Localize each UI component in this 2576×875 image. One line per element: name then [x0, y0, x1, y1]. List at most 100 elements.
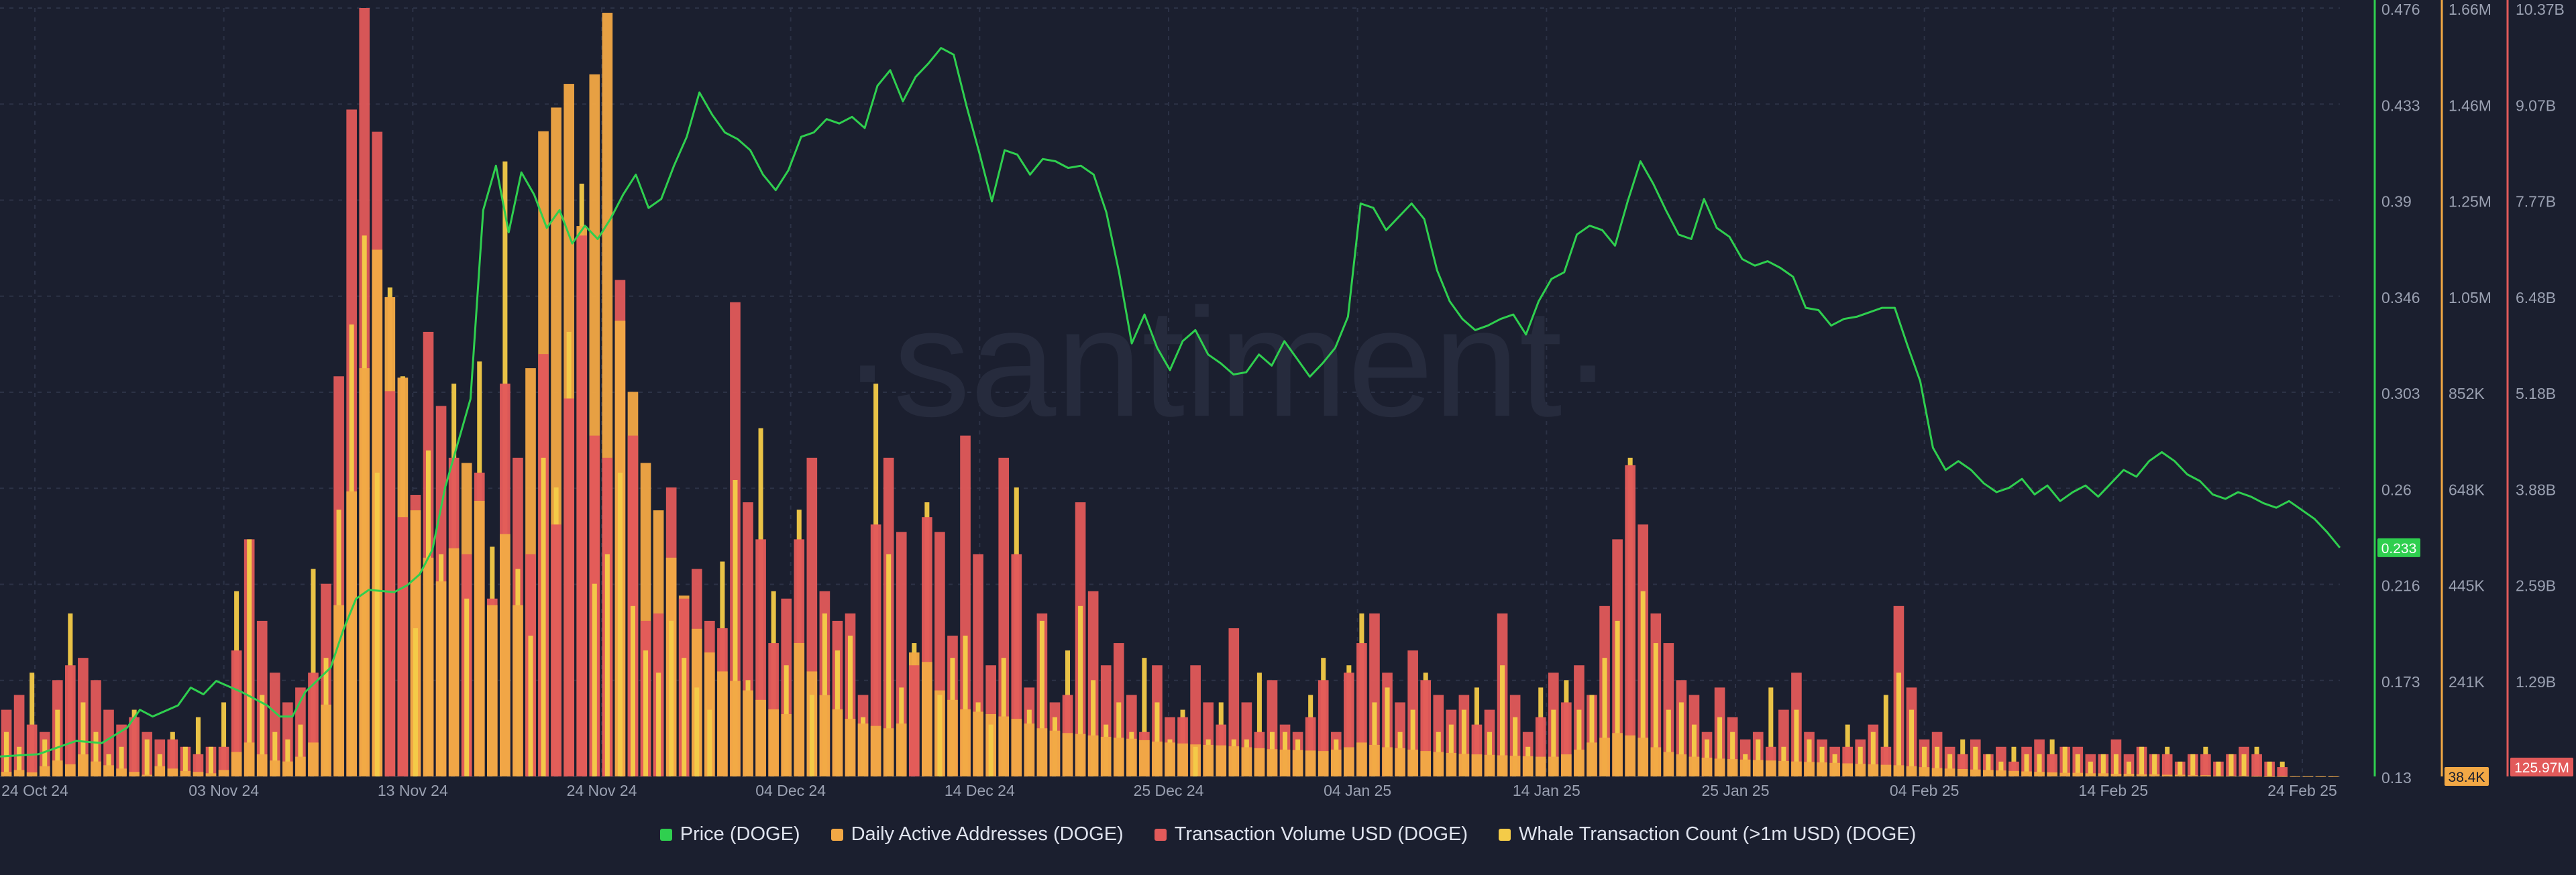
bar-whale	[2241, 754, 2247, 776]
bar-daa	[998, 716, 1010, 776]
daa-axis-tick-label: 1.05M	[2449, 289, 2491, 306]
bar-daa	[1996, 770, 2006, 776]
bar-daa	[2047, 772, 2057, 776]
bar-whale	[1819, 746, 1825, 776]
price-axis-tick-label: 0.26	[2381, 481, 2412, 498]
bar-whale	[1870, 732, 1876, 776]
bar-daa	[1177, 743, 1188, 776]
bar-daa	[1484, 754, 1495, 776]
bar-whale	[604, 554, 610, 776]
bar-daa	[1638, 738, 1649, 776]
watermark-text: ·santiment·	[842, 276, 1613, 449]
bar-daa	[1216, 745, 1227, 776]
bar-daa	[1778, 760, 1789, 776]
bar-whale	[4, 732, 9, 776]
bar-daa	[896, 723, 907, 776]
legend-item-whale[interactable]: Whale Transaction Count (>1m USD) (DOGE)	[1499, 823, 1916, 845]
bar-whale	[195, 717, 201, 776]
legend-item-price[interactable]: Price (DOGE)	[659, 823, 800, 845]
bar-whale	[1717, 717, 1723, 776]
bar-daa	[2277, 776, 2288, 777]
bar-daa	[180, 770, 191, 776]
bar-daa	[1791, 761, 1802, 776]
price-axis-tick-label: 0.303	[2381, 385, 2420, 402]
bar-daa	[2072, 772, 2084, 776]
axes-layer[interactable]: 0.476 0.433 0.39 0.346 0.303 0.26 0.216 0.173 0.…	[2373, 0, 2573, 786]
bar-daa	[1344, 747, 1354, 776]
bar-whale	[260, 695, 265, 776]
bar-daa	[755, 699, 766, 776]
bar-txvol	[1778, 709, 1789, 776]
bar-whale	[2062, 746, 2068, 776]
bar-daa	[832, 709, 843, 776]
bar-txvol	[384, 391, 396, 776]
bar-txvol	[91, 680, 101, 776]
bar-whale	[1973, 746, 1978, 776]
bar-daa	[1126, 738, 1137, 776]
bar-daa	[1433, 752, 1444, 776]
bar-daa	[1829, 762, 1840, 776]
bar-daa	[1011, 719, 1022, 776]
bar-whale	[1602, 658, 1607, 776]
bar-daa	[1701, 758, 1713, 776]
bar-daa	[435, 581, 447, 776]
bar-daa	[960, 709, 971, 776]
txvol-axis-tick-label: 1.29B	[2516, 673, 2556, 691]
bar-daa	[52, 760, 63, 776]
bar-daa	[2008, 770, 2019, 776]
x-tick-label: 14 Feb 25	[2079, 782, 2149, 799]
x-tick-label: 25 Jan 25	[1701, 782, 1769, 799]
bar-txvol	[26, 724, 38, 776]
bar-whale	[1794, 709, 1799, 776]
daa-axis-tick-label: 1.66M	[2449, 1, 2491, 18]
bar-whale	[1078, 605, 1083, 776]
legend-swatch-price	[659, 828, 672, 841]
bar-daa	[244, 742, 255, 776]
bar-whale	[2037, 754, 2042, 776]
bar-daa	[2161, 774, 2173, 776]
bar-daa	[1395, 748, 1405, 776]
bar-whale	[1653, 643, 1658, 776]
bar-whale	[464, 598, 470, 776]
bar-daa	[2328, 776, 2339, 777]
legend-swatch-daa	[830, 828, 843, 841]
bar-daa	[39, 766, 50, 776]
bar-whale	[1998, 761, 2004, 776]
bar-daa	[231, 752, 242, 776]
bar-whale	[2190, 754, 2196, 776]
bar-daa	[1752, 760, 1764, 776]
bar-daa	[1842, 763, 1854, 776]
bar-daa	[781, 713, 792, 776]
bar-whale	[80, 702, 86, 776]
x-tick-label: 04 Feb 25	[1890, 782, 1960, 799]
bar-txvol	[65, 665, 76, 776]
bar-daa	[1804, 762, 1815, 776]
txvol-current-label: 125.97M	[2514, 760, 2569, 776]
bar-txvol	[231, 650, 242, 776]
bar-daa	[2021, 771, 2032, 776]
bar-daa	[167, 768, 178, 776]
bar-daa	[1548, 756, 1559, 776]
bar-daa	[2098, 773, 2109, 776]
bar-daa	[922, 662, 932, 776]
bar-daa	[2315, 776, 2326, 777]
bar-whale	[1691, 724, 1697, 776]
bar-daa	[1087, 735, 1099, 776]
legend-item-daa[interactable]: Daily Active Addresses (DOGE)	[830, 823, 1124, 845]
bar-daa	[973, 711, 983, 776]
bar-daa	[13, 770, 25, 776]
bar-daa	[1919, 767, 1930, 776]
x-tick-label: 24 Nov 24	[567, 782, 637, 799]
bar-daa	[1318, 751, 1329, 776]
bar-txvol	[627, 435, 639, 776]
x-tick-label: 04 Jan 25	[1324, 782, 1391, 799]
bar-daa	[768, 709, 779, 776]
bar-whale	[2126, 761, 2132, 776]
bar-whale	[2100, 754, 2106, 776]
bar-daa	[1139, 740, 1150, 776]
legend-item-txvol[interactable]: Transaction Volume USD (DOGE)	[1154, 823, 1468, 845]
bar-daa	[91, 761, 101, 776]
price-line	[0, 47, 2341, 758]
bar-whale	[42, 739, 48, 776]
bar-daa	[1893, 765, 1904, 776]
